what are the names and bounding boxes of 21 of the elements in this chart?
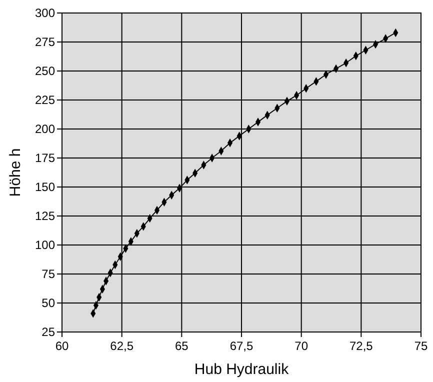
x-tick-label: 67,5 <box>230 339 254 353</box>
x-tick-label: 72,5 <box>349 339 374 353</box>
y-tick-label: 150 <box>34 180 56 194</box>
x-tick-label: 75 <box>414 339 428 353</box>
x-axis-title: Hub Hydraulik <box>194 361 290 378</box>
y-tick-label: 100 <box>34 238 56 252</box>
x-tick-label: 60 <box>55 339 69 353</box>
y-tick-label: 125 <box>34 209 56 223</box>
y-tick-label: 250 <box>34 64 56 78</box>
y-tick-label: 50 <box>42 296 56 310</box>
y-tick-label: 175 <box>34 151 56 165</box>
y-tick-label: 225 <box>34 93 56 107</box>
x-tick-label: 65 <box>174 339 189 353</box>
x-tick-label: 62,5 <box>110 339 134 353</box>
y-tick-label: 300 <box>34 6 56 20</box>
y-axis-title: Höhe h <box>7 148 24 197</box>
y-tick-label: 25 <box>42 325 56 339</box>
y-tick-label: 275 <box>34 35 56 49</box>
y-tick-label: 200 <box>34 122 56 136</box>
y-tick-label: 75 <box>42 267 56 281</box>
x-tick-label: 70 <box>294 339 308 353</box>
